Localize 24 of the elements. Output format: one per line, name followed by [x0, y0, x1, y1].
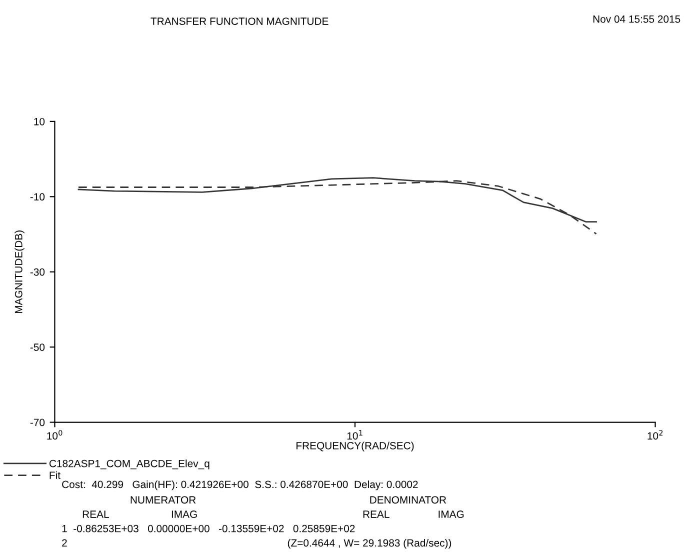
- y-axis-title: MAGNITUDE(DB): [14, 230, 24, 313]
- x-tick-label: 10$^{2}$: [648, 430, 663, 440]
- legend-label: C182ASP1_COM_ABCDE_Elev_q: [49, 460, 210, 470]
- text: (Z=0.4644 , W= 29.1983 (Rad/sec)): [288, 538, 452, 549]
- text: DENOMINATOR: [370, 496, 446, 504]
- legend-label: Fit: [50, 471, 60, 479]
- x-axis-title: FREQUENCY(RAD/SEC): [296, 442, 414, 452]
- x-tick-label: 10$^{1}$: [347, 430, 362, 440]
- y-tick-label: -70: [30, 418, 45, 426]
- text: Cost: 40.299 Gain(HF): 0.421926E+00 S.S.: 0.426870E+00 Delay: 0.0002: [62, 480, 418, 490]
- text: 2: [62, 539, 67, 547]
- y-tick-label: -30: [30, 268, 45, 276]
- chart-title: TRANSFER FUNCTION MAGNITUDE: [150, 18, 328, 25]
- x-tick-label: 10$^{0}$: [47, 430, 62, 440]
- text: IMAG: [172, 510, 197, 518]
- y-tick-label: 10: [34, 118, 45, 126]
- text: Nov 04 15:55 2015: [593, 15, 680, 23]
- text: NUMERATOR: [130, 496, 196, 504]
- text: IMAG: [438, 510, 464, 518]
- y-tick-label: -10: [30, 193, 45, 201]
- text: REAL: [363, 510, 390, 518]
- text: REAL: [82, 510, 109, 518]
- text: 1 -0.86253E+03 0.00000E+00 -0.13559E+02 0.25859E+02: [62, 524, 355, 532]
- y-tick-label: -50: [30, 344, 45, 351]
